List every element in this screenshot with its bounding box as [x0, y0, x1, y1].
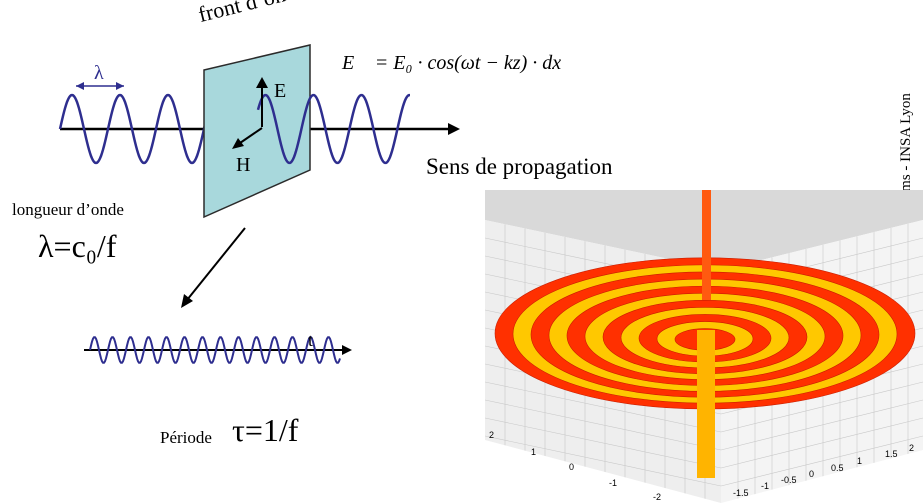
projection-arrow — [186, 227, 246, 301]
surface-plot-image: 2 1 0 -1 -2 -1.5 -1 -0.5 0 0.5 1 1.5 2 — [485, 190, 923, 503]
tick-bottom-7: 2 — [909, 443, 914, 453]
wave-diagram — [58, 44, 460, 364]
wave-right — [256, 93, 410, 165]
time-axis-arrowhead — [342, 345, 352, 355]
wavelength-formula: λ=c₀/f — [38, 228, 117, 264]
tick-left-1: 1 — [531, 447, 536, 457]
side-note: coms - INSA Lyon — [880, 40, 920, 210]
h-field-arrowhead — [232, 138, 244, 149]
tick-left-2: 0 — [569, 462, 574, 472]
wavelength-caption: longueur d’onde — [12, 200, 124, 219]
tick-left-3: -1 — [609, 478, 617, 488]
center-spike — [702, 190, 711, 300]
period-caption: Période — [160, 428, 212, 447]
h-field-label: H — [236, 154, 251, 176]
tick-left-4: -2 — [653, 492, 661, 502]
plot-floor — [485, 440, 923, 503]
wave-equation: E⃗ = E₀ · cos(ωt − kz) · dx⃗ — [342, 52, 577, 74]
surface-plot: 2 1 0 -1 -2 -1.5 -1 -0.5 0 0.5 1 1.5 2 — [485, 190, 923, 503]
tick-bottom-2: -0.5 — [781, 475, 797, 485]
tick-bottom-0: -1.5 — [733, 488, 749, 498]
e-field-arrowhead — [256, 77, 268, 88]
wave-left — [58, 93, 208, 165]
period-wave — [89, 336, 341, 364]
tick-bottom-1: -1 — [761, 481, 769, 491]
tick-bottom-5: 1 — [857, 456, 862, 466]
tick-bottom-3: 0 — [809, 469, 814, 479]
time-axis-label: t — [308, 330, 314, 350]
h-field-arrow — [239, 127, 263, 144]
lambda-arrowhead-left — [76, 82, 84, 90]
center-trough — [697, 330, 715, 478]
lambda-label: λ — [94, 62, 104, 84]
propagation-label: Sens de propagation — [426, 154, 613, 179]
e-field-label: E — [274, 80, 287, 102]
tick-bottom-6: 1.5 — [885, 449, 898, 459]
tick-bottom-4: 0.5 — [831, 463, 844, 473]
tick-left-0: 2 — [489, 430, 494, 440]
period-formula: τ=1/f — [232, 412, 299, 448]
propagation-arrowhead — [448, 123, 460, 135]
projection-arrowhead — [181, 294, 193, 308]
lambda-arrowhead-right — [116, 82, 124, 90]
